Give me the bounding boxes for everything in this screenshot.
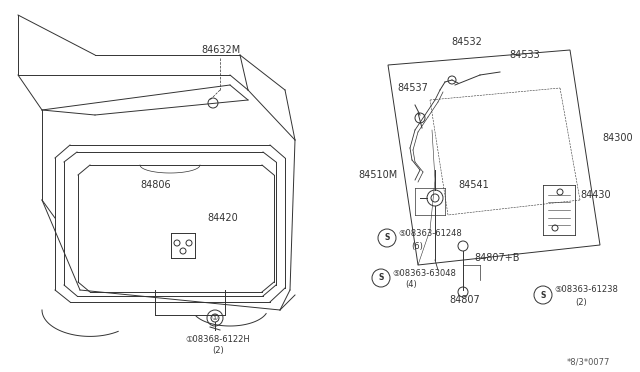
Text: ⑤08363-61248: ⑤08363-61248 <box>398 228 461 237</box>
Text: ⑤08363-61238: ⑤08363-61238 <box>554 285 618 295</box>
Text: 84632M: 84632M <box>202 45 241 55</box>
Text: S: S <box>540 291 546 299</box>
Text: (2): (2) <box>575 298 587 307</box>
Text: (4): (4) <box>405 279 417 289</box>
Text: (2): (2) <box>212 346 224 355</box>
Text: *8/3*0077: *8/3*0077 <box>566 357 610 366</box>
Text: 84300: 84300 <box>602 133 632 143</box>
Text: 84532: 84532 <box>452 37 483 47</box>
Text: ①08368-6122H: ①08368-6122H <box>186 336 250 344</box>
Text: 84807: 84807 <box>450 295 481 305</box>
Text: 84533: 84533 <box>509 50 540 60</box>
Text: 84537: 84537 <box>397 83 428 93</box>
Text: ①: ① <box>212 315 218 321</box>
Text: S: S <box>384 234 390 243</box>
Text: ⑤08363-63048: ⑤08363-63048 <box>392 269 456 278</box>
Text: 84806: 84806 <box>140 180 171 190</box>
Text: (6): (6) <box>411 241 423 250</box>
Text: 84807+B: 84807+B <box>474 253 520 263</box>
Text: S: S <box>378 273 384 282</box>
Text: 84510M: 84510M <box>359 170 398 180</box>
Text: 84430: 84430 <box>580 190 611 200</box>
Text: 84541: 84541 <box>458 180 489 190</box>
Text: 84420: 84420 <box>207 213 237 223</box>
